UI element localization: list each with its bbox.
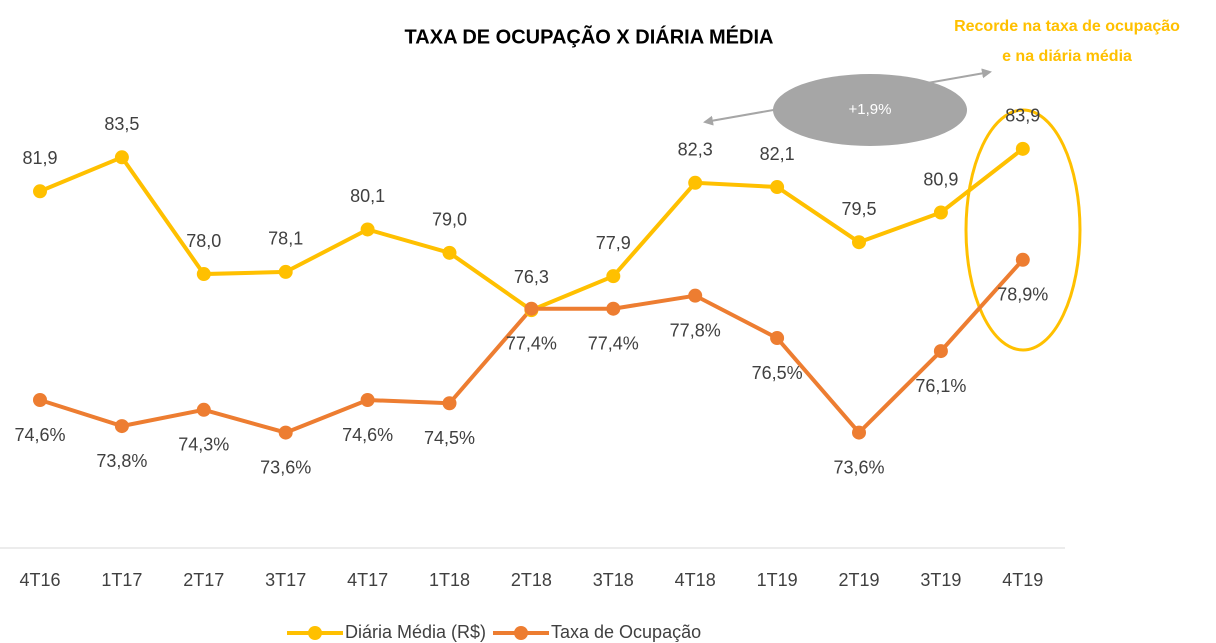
point [1015, 252, 1030, 267]
x-tick-label: 1T17 [101, 570, 142, 590]
data-label: 77,4% [506, 333, 557, 353]
data-label: 76,3 [514, 267, 549, 287]
point [1015, 141, 1030, 156]
point [770, 331, 785, 346]
point [33, 184, 47, 199]
x-tick-label: 3T18 [593, 570, 634, 590]
x-tick-label: 4T19 [1002, 570, 1043, 590]
data-label: 80,1 [350, 186, 385, 206]
point [524, 301, 539, 316]
annotation: +1,9% [849, 101, 892, 118]
data-label: 78,0 [186, 231, 221, 251]
data-label: 77,8% [670, 320, 721, 340]
legend-marker [514, 626, 528, 640]
data-label: 77,9 [596, 233, 631, 253]
data-label: 76,1% [915, 376, 966, 396]
x-tick-label: 2T19 [838, 570, 879, 590]
badge [773, 74, 967, 146]
point [196, 402, 211, 417]
x-tick-label: 2T17 [183, 570, 224, 590]
point [114, 419, 129, 434]
point [606, 301, 621, 316]
data-label: 73,8% [96, 451, 147, 471]
data-label: 79,0 [432, 210, 467, 230]
data-label: 73,6% [833, 457, 884, 477]
x-tick-label: 1T18 [429, 570, 470, 590]
data-label: 78,9% [997, 285, 1048, 305]
data-label: 74,5% [424, 428, 475, 448]
point [196, 267, 211, 282]
x-tick-label: 1T19 [757, 570, 798, 590]
point [360, 222, 375, 237]
point [442, 245, 457, 260]
x-tick-label: 3T17 [265, 570, 306, 590]
legend-label: Taxa de Ocupação [551, 622, 701, 642]
point [278, 264, 293, 279]
data-label: 80,9 [923, 169, 958, 189]
data-label: 77,4% [588, 333, 639, 353]
point [33, 393, 47, 407]
point [770, 180, 785, 195]
point [852, 235, 866, 250]
x-tick-label: 3T19 [920, 570, 961, 590]
point [442, 396, 457, 411]
data-label: 83,5 [104, 114, 139, 134]
data-label: 73,6% [260, 457, 311, 477]
data-label: 83,9 [1005, 106, 1040, 126]
data-label: 82,3 [678, 140, 713, 160]
annotation: Recorde na taxa de ocupação [954, 18, 1180, 35]
data-label: 76,5% [752, 363, 803, 383]
highlight [964, 108, 1082, 352]
legend-marker [308, 626, 322, 640]
annotation: e na diária média [1002, 48, 1132, 65]
point [114, 150, 129, 165]
legend-label: Diária Média (R$) [345, 622, 486, 642]
data-label: 74,6% [342, 425, 393, 445]
x-tick-label: 2T18 [511, 570, 552, 590]
chart-title: TAXA DE OCUPAÇÃO X DIÁRIA MÉDIA [405, 25, 774, 48]
point [933, 205, 948, 220]
data-label: 82,1 [760, 144, 795, 164]
point [606, 269, 621, 284]
point [688, 288, 703, 303]
point [278, 425, 293, 440]
x-tick-label: 4T17 [347, 570, 388, 590]
data-label: 74,6% [14, 425, 65, 445]
point [933, 344, 948, 359]
point [688, 175, 703, 190]
point [360, 393, 375, 407]
x-tick-label: 4T16 [19, 570, 60, 590]
data-label: 79,5 [841, 199, 876, 219]
x-tick-label: 4T18 [675, 570, 716, 590]
data-label: 74,3% [178, 435, 229, 455]
data-label: 81,9 [22, 148, 57, 168]
data-label: 78,1 [268, 229, 303, 249]
point [852, 425, 866, 440]
